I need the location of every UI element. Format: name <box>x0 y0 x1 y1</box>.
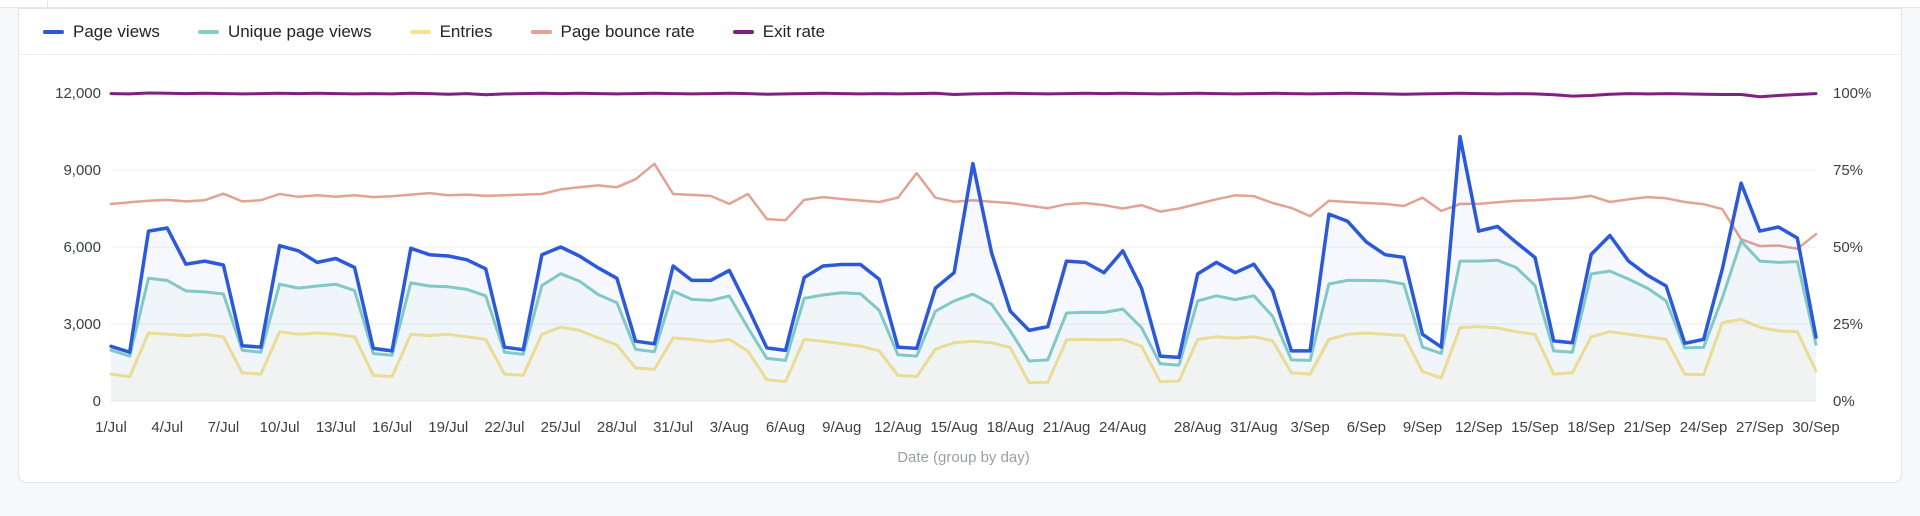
y-axis-left-tick: 6,000 <box>63 239 101 256</box>
x-axis-tick: 4/Jul <box>151 419 183 436</box>
legend-item-unique-page-views[interactable]: Unique page views <box>197 22 372 41</box>
x-axis-tick: 19/Jul <box>428 419 468 436</box>
y-axis-left-tick: 3,000 <box>63 316 101 333</box>
x-axis-tick: 12/Aug <box>874 419 922 436</box>
legend-swatch-icon <box>43 29 64 34</box>
legend-item-page-views[interactable]: Page views <box>43 23 160 40</box>
chart-legend: Page views Unique page views Entries Page b… <box>19 9 1901 55</box>
legend-label: Exit rate <box>762 22 826 41</box>
x-axis-tick: 18/Aug <box>987 419 1035 436</box>
chart-card: Page views Unique page views Entries Page b… <box>18 8 1902 483</box>
legend-label: Entries <box>439 22 493 41</box>
legend-item-entries[interactable]: Entries <box>409 22 493 41</box>
x-axis-tick: 9/Aug <box>822 419 861 436</box>
legend-label: Page views <box>73 22 160 41</box>
top-divider-notch <box>47 0 48 8</box>
legend-swatch-icon <box>409 29 431 34</box>
x-axis-tick: 6/Aug <box>766 419 805 436</box>
area-fill-entries <box>111 319 1816 401</box>
series-line-page-views[interactable] <box>109 134 1818 360</box>
x-axis-tick: 30/Sep <box>1792 419 1840 436</box>
legend-item-page-bounce-rate[interactable]: Page bounce rate <box>530 22 695 41</box>
x-axis-tick: 21/Aug <box>1043 419 1091 436</box>
y-axis-right-tick: 75% <box>1833 162 1863 179</box>
x-axis-tick: 13/Jul <box>316 419 356 436</box>
x-axis-tick: 12/Sep <box>1455 419 1503 436</box>
y-axis-right-tick: 25% <box>1833 316 1863 333</box>
y-axis-right-tick: 100% <box>1833 85 1871 102</box>
top-divider-strip <box>0 0 1920 8</box>
x-axis-tick: 10/Jul <box>260 419 300 436</box>
x-axis-tick: 31/Jul <box>653 419 693 436</box>
x-axis-tick: 27/Sep <box>1736 419 1784 436</box>
x-axis-tick: 25/Jul <box>541 419 581 436</box>
x-axis-tick: 24/Sep <box>1680 419 1728 436</box>
legend-label: Unique page views <box>227 22 372 41</box>
series-line-exit-rate[interactable] <box>109 91 1818 99</box>
area-fill-page-views <box>111 136 1816 401</box>
x-axis-tick: 16/Jul <box>372 419 412 436</box>
x-axis-tick: 3/Aug <box>710 419 749 436</box>
series-line-entries[interactable] <box>109 317 1818 385</box>
x-axis-tick: 24/Aug <box>1099 419 1147 436</box>
x-axis-tick: 21/Sep <box>1624 419 1672 436</box>
x-axis-title: Date (group by day) <box>897 449 1030 466</box>
area-fill-unique-page-views <box>111 241 1816 401</box>
x-axis-tick: 28/Aug <box>1174 419 1222 436</box>
chart-canvas[interactable]: 0 0% 3,000 25% 6,000 50% 9,000 75% 12,000 100% 1/J… <box>19 55 1901 482</box>
x-axis-tick: 18/Sep <box>1567 419 1615 436</box>
legend-label: Page bounce rate <box>560 22 695 41</box>
x-axis-tick: 31/Aug <box>1230 419 1278 436</box>
y-axis-left-tick: 0 <box>93 393 101 410</box>
x-axis-tick: 3/Sep <box>1291 419 1330 436</box>
y-axis-left-tick: 12,000 <box>55 85 101 102</box>
x-axis-tick: 1/Jul <box>95 419 127 436</box>
legend-swatch-icon <box>530 29 552 34</box>
y-axis-right-tick: 50% <box>1833 239 1863 256</box>
x-axis-tick: 28/Jul <box>597 419 637 436</box>
legend-swatch-icon <box>732 29 754 34</box>
x-axis-tick: 22/Jul <box>484 419 524 436</box>
x-axis-tick: 15/Aug <box>930 419 978 436</box>
x-axis-tick: 6/Sep <box>1347 419 1386 436</box>
x-axis-tick: 9/Sep <box>1403 419 1442 436</box>
series-line-page-bounce-rate[interactable] <box>109 162 1818 251</box>
line-chart[interactable]: 0 0% 3,000 25% 6,000 50% 9,000 75% 12,000 100% 1/J… <box>19 55 1901 482</box>
x-axis-tick: 7/Jul <box>208 419 240 436</box>
y-axis-right-tick: 0% <box>1833 393 1855 410</box>
legend-swatch-icon <box>197 29 219 34</box>
legend-item-exit-rate[interactable]: Exit rate <box>732 22 826 41</box>
x-axis-tick: 15/Sep <box>1511 419 1559 436</box>
y-axis-left-tick: 9,000 <box>63 162 101 179</box>
